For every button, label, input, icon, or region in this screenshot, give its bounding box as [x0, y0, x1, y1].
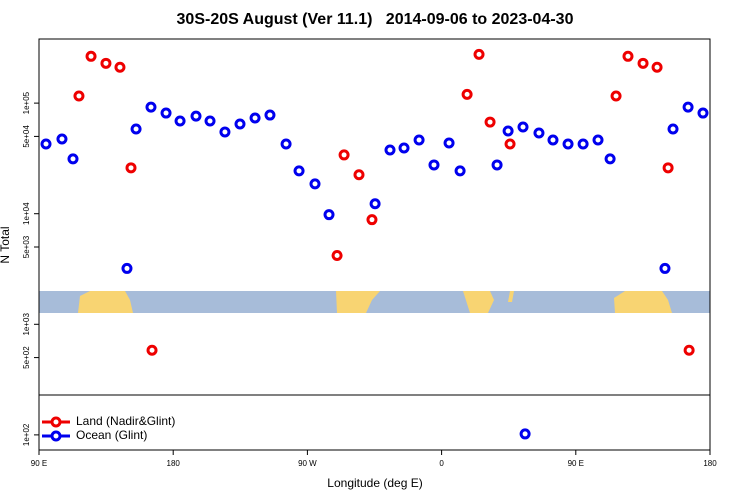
point [637, 57, 649, 69]
map-band [39, 291, 710, 313]
point [309, 178, 321, 190]
point [577, 138, 589, 150]
point [338, 149, 350, 161]
point [56, 133, 68, 145]
x-tick-label: 0 [439, 459, 444, 468]
point [146, 344, 158, 356]
point [443, 137, 455, 149]
point [121, 262, 133, 274]
point [100, 57, 112, 69]
y-tick-label: 1e+02 [22, 423, 31, 446]
point [491, 159, 503, 171]
legend-label: Land (Nadir&Glint) [76, 414, 175, 428]
point [280, 138, 292, 150]
legend-label: Ocean (Glint) [76, 428, 147, 442]
plot-frame [38, 38, 711, 451]
point [651, 61, 663, 73]
x-tick-label: 90 E [31, 459, 47, 468]
point [67, 153, 79, 165]
point [366, 214, 378, 226]
point [682, 101, 694, 113]
point [204, 115, 216, 127]
point [353, 169, 365, 181]
point [454, 165, 466, 177]
point [473, 48, 485, 60]
y-tick-label: 5e+03 [22, 235, 31, 258]
point [264, 109, 276, 121]
y-tick-label: 1e+03 [22, 313, 31, 336]
point [398, 142, 410, 154]
point [517, 121, 529, 133]
y-tick-label: 1e+04 [22, 202, 31, 225]
point [533, 127, 545, 139]
point [130, 123, 142, 135]
point [662, 162, 674, 174]
point [293, 165, 305, 177]
point [174, 115, 186, 127]
point [249, 112, 261, 124]
legend-marker [50, 416, 62, 428]
point [234, 118, 246, 130]
y-axis-label: N Total [0, 226, 12, 263]
point [331, 249, 343, 261]
point [413, 134, 425, 146]
y-tick-label: 1e+05 [22, 91, 31, 114]
x-tick-label: 90 E [568, 459, 584, 468]
point [504, 138, 516, 150]
point [547, 134, 559, 146]
point [502, 125, 514, 137]
x-axis-label: Longitude (deg E) [327, 476, 422, 490]
point [610, 90, 622, 102]
point [428, 159, 440, 171]
y-tick-label: 5e+02 [22, 346, 31, 369]
point [622, 50, 634, 62]
point [323, 209, 335, 221]
point [384, 144, 396, 156]
legend-marker [50, 430, 62, 442]
point [667, 123, 679, 135]
point [145, 101, 157, 113]
point [85, 50, 97, 62]
point [190, 110, 202, 122]
point [219, 126, 231, 138]
point [40, 138, 52, 150]
point [114, 61, 126, 73]
point [73, 90, 85, 102]
point [484, 116, 496, 128]
point [519, 428, 531, 440]
point [562, 138, 574, 150]
y-tick-label: 5e+04 [22, 125, 31, 148]
point [160, 107, 172, 119]
x-tick-label: 180 [703, 459, 717, 468]
point [369, 198, 381, 210]
x-tick-label: 180 [167, 459, 181, 468]
point [683, 344, 695, 356]
point [604, 153, 616, 165]
point [659, 262, 671, 274]
point [697, 107, 709, 119]
chart-title: 30S-20S August (Ver 11.1) 2014-09-06 to … [177, 11, 574, 28]
x-tick-label: 90 W [298, 459, 317, 468]
point [125, 162, 137, 174]
point [592, 134, 604, 146]
point [461, 88, 473, 100]
